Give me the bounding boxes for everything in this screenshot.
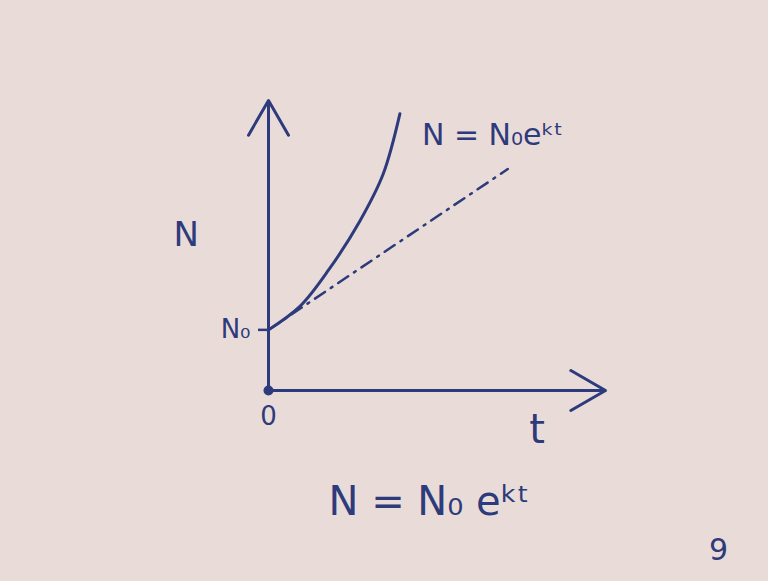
- svg-text:N = N₀eᵏᵗ: N = N₀eᵏᵗ: [422, 117, 563, 152]
- svg-text:t: t: [529, 406, 545, 452]
- html-text:N = N₀ eᵏᵗ: N = N₀ eᵏᵗ: [328, 478, 530, 524]
- svg-text:N: N: [174, 214, 199, 254]
- svg-text:N₀: N₀: [221, 314, 251, 344]
- html-text:9: 9: [708, 532, 728, 567]
- svg-text:0: 0: [260, 401, 277, 431]
